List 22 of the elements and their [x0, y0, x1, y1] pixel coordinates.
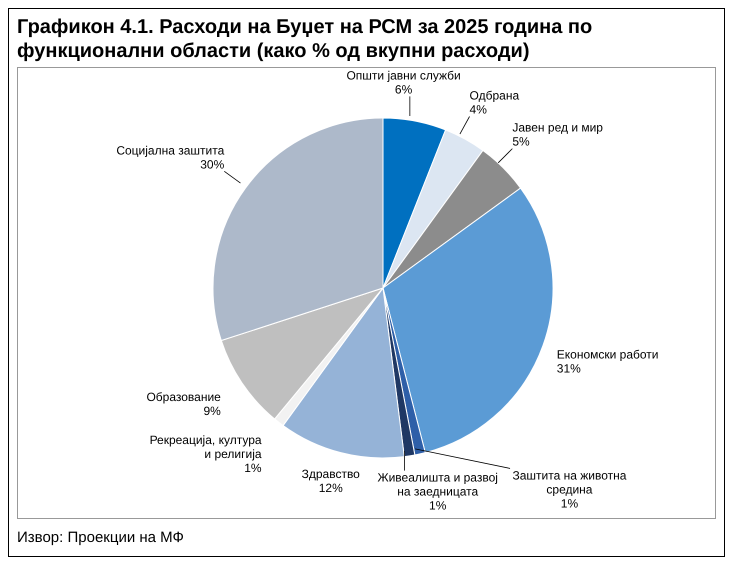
data-label: 1%: [429, 498, 447, 513]
slice-label: Образование: [146, 390, 222, 404]
data-label: 5%: [512, 134, 530, 149]
data-label: 1%: [244, 461, 262, 476]
data-label: 30%: [200, 157, 225, 172]
data-label: 1%: [560, 496, 578, 510]
slice-label: Заштита на животна средина: [512, 468, 627, 496]
data-label: 6%: [394, 82, 413, 96]
slice-label: Општи јавни служби: [346, 68, 461, 82]
slice-label: Рекреација, култура и религија: [150, 433, 262, 462]
data-label: 9%: [204, 404, 222, 418]
slice-label: Здравство: [302, 467, 360, 482]
slice-label: Економски работи: [556, 347, 658, 362]
data-label: 31%: [556, 361, 582, 376]
data-label: 4%: [470, 102, 488, 116]
slice-label: Јавен ред и мир: [512, 120, 604, 135]
slice-label: Живеалишта и развој на заедницата: [378, 470, 498, 499]
chart-title: Графикон 4.1. Расходи на Буџет на РСМ за 2025 година по функционални области (како % од вкупни расходи): [16, 15, 594, 63]
slice-label: Одбрана: [470, 88, 520, 102]
text: Извор: Проекции на МФ: [16, 528, 185, 548]
data-label: 12%: [318, 481, 344, 496]
slice-label: Социјална заштита: [116, 143, 225, 158]
